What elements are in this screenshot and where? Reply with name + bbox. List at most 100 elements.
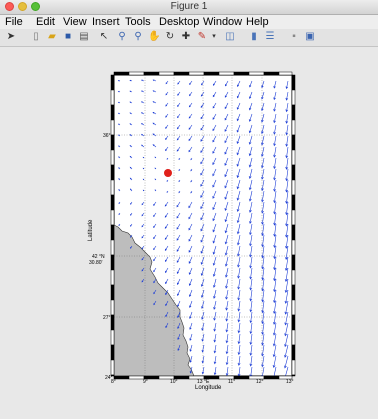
vector-arrow bbox=[166, 179, 169, 182]
vector-arrow bbox=[224, 91, 229, 98]
close-window-button[interactable] bbox=[5, 2, 14, 11]
rotate-icon[interactable]: ↻ bbox=[165, 31, 175, 42]
vector-arrow bbox=[224, 124, 229, 132]
new-figure-icon[interactable]: ▯ bbox=[33, 31, 39, 42]
brush-dropdown-icon[interactable]: ▾ bbox=[212, 33, 216, 40]
vector-arrow bbox=[212, 201, 217, 211]
center-lat-label: 42 °N bbox=[92, 254, 105, 260]
vector-arrow bbox=[272, 333, 277, 347]
hide-plot-tools-icon[interactable]: ▪ bbox=[292, 31, 296, 42]
vector-arrow bbox=[249, 278, 253, 291]
vector-arrow bbox=[176, 267, 181, 274]
map-plot[interactable]: 36° 27° 24° 8° 9° 10° 11° 12° 13° 13 °E … bbox=[0, 47, 378, 414]
vector-arrow bbox=[212, 278, 217, 288]
vector-arrow bbox=[212, 113, 217, 120]
brush-icon[interactable]: ✎ bbox=[197, 31, 207, 42]
arrow-icon[interactable]: ➤ bbox=[6, 31, 16, 42]
vector-arrow bbox=[285, 223, 289, 238]
vector-arrow bbox=[285, 102, 289, 113]
vector-arrow bbox=[142, 189, 145, 192]
vector-arrow bbox=[273, 146, 277, 158]
vector-arrow bbox=[224, 256, 229, 267]
menu-file[interactable]: File bbox=[5, 16, 23, 28]
frame-top-segment bbox=[188, 71, 205, 76]
vector-arrow bbox=[273, 267, 277, 282]
zoom-window-button[interactable] bbox=[31, 2, 40, 11]
vector-arrow bbox=[272, 311, 277, 325]
frame-right-segment bbox=[291, 149, 296, 166]
pointer-icon[interactable]: ↖ bbox=[99, 31, 109, 42]
frame-left-segment bbox=[110, 284, 115, 301]
vector-arrow bbox=[188, 256, 193, 264]
xtick-label-5: 12° bbox=[256, 379, 264, 385]
vector-arrow bbox=[224, 234, 229, 245]
vector-arrow bbox=[212, 234, 217, 244]
vector-arrow bbox=[188, 278, 193, 286]
vector-arrow bbox=[284, 245, 289, 260]
menu-help[interactable]: Help bbox=[246, 16, 269, 28]
vector-arrow bbox=[189, 300, 193, 308]
vector-arrow bbox=[178, 157, 181, 161]
vector-arrow bbox=[165, 113, 169, 118]
vector-arrow bbox=[129, 90, 133, 93]
pan-icon[interactable]: ✋ bbox=[148, 31, 161, 42]
vector-arrow bbox=[189, 366, 193, 374]
colorbar-icon[interactable]: ▮ bbox=[251, 31, 257, 42]
vector-arrow bbox=[237, 344, 241, 356]
frame-right-segment bbox=[291, 179, 296, 196]
vector-arrow bbox=[200, 190, 205, 198]
vector-arrow bbox=[225, 80, 229, 87]
vector-arrow bbox=[237, 245, 241, 257]
vector-arrow bbox=[273, 278, 277, 293]
menu-edit[interactable]: Edit bbox=[36, 16, 55, 28]
vector-arrow bbox=[273, 91, 277, 101]
vector-arrow bbox=[284, 333, 289, 348]
vector-arrow bbox=[176, 135, 181, 141]
vector-arrow bbox=[212, 146, 217, 154]
menu-bar: File Edit View Insert Tools Desktop Wind… bbox=[0, 15, 378, 29]
vector-arrow bbox=[177, 91, 181, 96]
vector-arrow bbox=[225, 344, 229, 355]
vector-arrow bbox=[201, 311, 205, 320]
show-plot-tools-icon[interactable]: ▣ bbox=[305, 31, 315, 42]
menu-window[interactable]: Window bbox=[203, 16, 243, 28]
data-cursor-icon[interactable]: ✚ bbox=[181, 31, 191, 42]
frame-right-segment bbox=[291, 209, 296, 226]
vector-arrow bbox=[141, 212, 145, 217]
vector-arrow bbox=[130, 234, 133, 238]
vector-arrow bbox=[164, 212, 169, 218]
zoom-out-icon[interactable]: ⚲ bbox=[134, 31, 142, 42]
open-file-icon[interactable]: ▰ bbox=[48, 31, 56, 42]
vector-arrow bbox=[284, 267, 289, 282]
frame-left-segment bbox=[110, 164, 115, 181]
vector-arrow bbox=[249, 91, 253, 99]
vector-arrow bbox=[176, 234, 181, 241]
legend-icon[interactable]: ☰ bbox=[265, 31, 275, 42]
minimize-window-button[interactable] bbox=[18, 2, 27, 11]
print-icon[interactable]: ▤ bbox=[79, 31, 89, 42]
vector-arrow bbox=[261, 245, 265, 259]
vector-arrow bbox=[165, 91, 169, 96]
vector-arrow bbox=[273, 113, 277, 124]
vector-arrow bbox=[273, 300, 277, 314]
frame-left-segment bbox=[110, 89, 115, 106]
menu-view[interactable]: View bbox=[63, 16, 87, 28]
link-icon[interactable]: ◫ bbox=[225, 31, 235, 42]
vector-arrow bbox=[154, 167, 157, 170]
save-icon[interactable]: ■ bbox=[64, 31, 72, 42]
vector-arrow bbox=[165, 311, 169, 318]
vector-arrow bbox=[152, 112, 157, 115]
center-lon-label: 13 °E bbox=[197, 379, 210, 385]
menu-desktop[interactable]: Desktop bbox=[159, 16, 200, 28]
vector-arrow bbox=[189, 333, 193, 341]
vector-arrow bbox=[212, 135, 217, 143]
frame-right-segment bbox=[291, 104, 296, 121]
vector-arrow bbox=[261, 80, 265, 89]
vector-arrow bbox=[117, 90, 121, 93]
vector-arrow bbox=[261, 333, 265, 346]
zoom-in-icon[interactable]: ⚲ bbox=[118, 31, 126, 42]
vector-arrow bbox=[165, 135, 169, 140]
menu-insert[interactable]: Insert bbox=[92, 16, 120, 28]
vector-arrow bbox=[153, 289, 157, 295]
menu-tools[interactable]: Tools bbox=[125, 16, 151, 28]
